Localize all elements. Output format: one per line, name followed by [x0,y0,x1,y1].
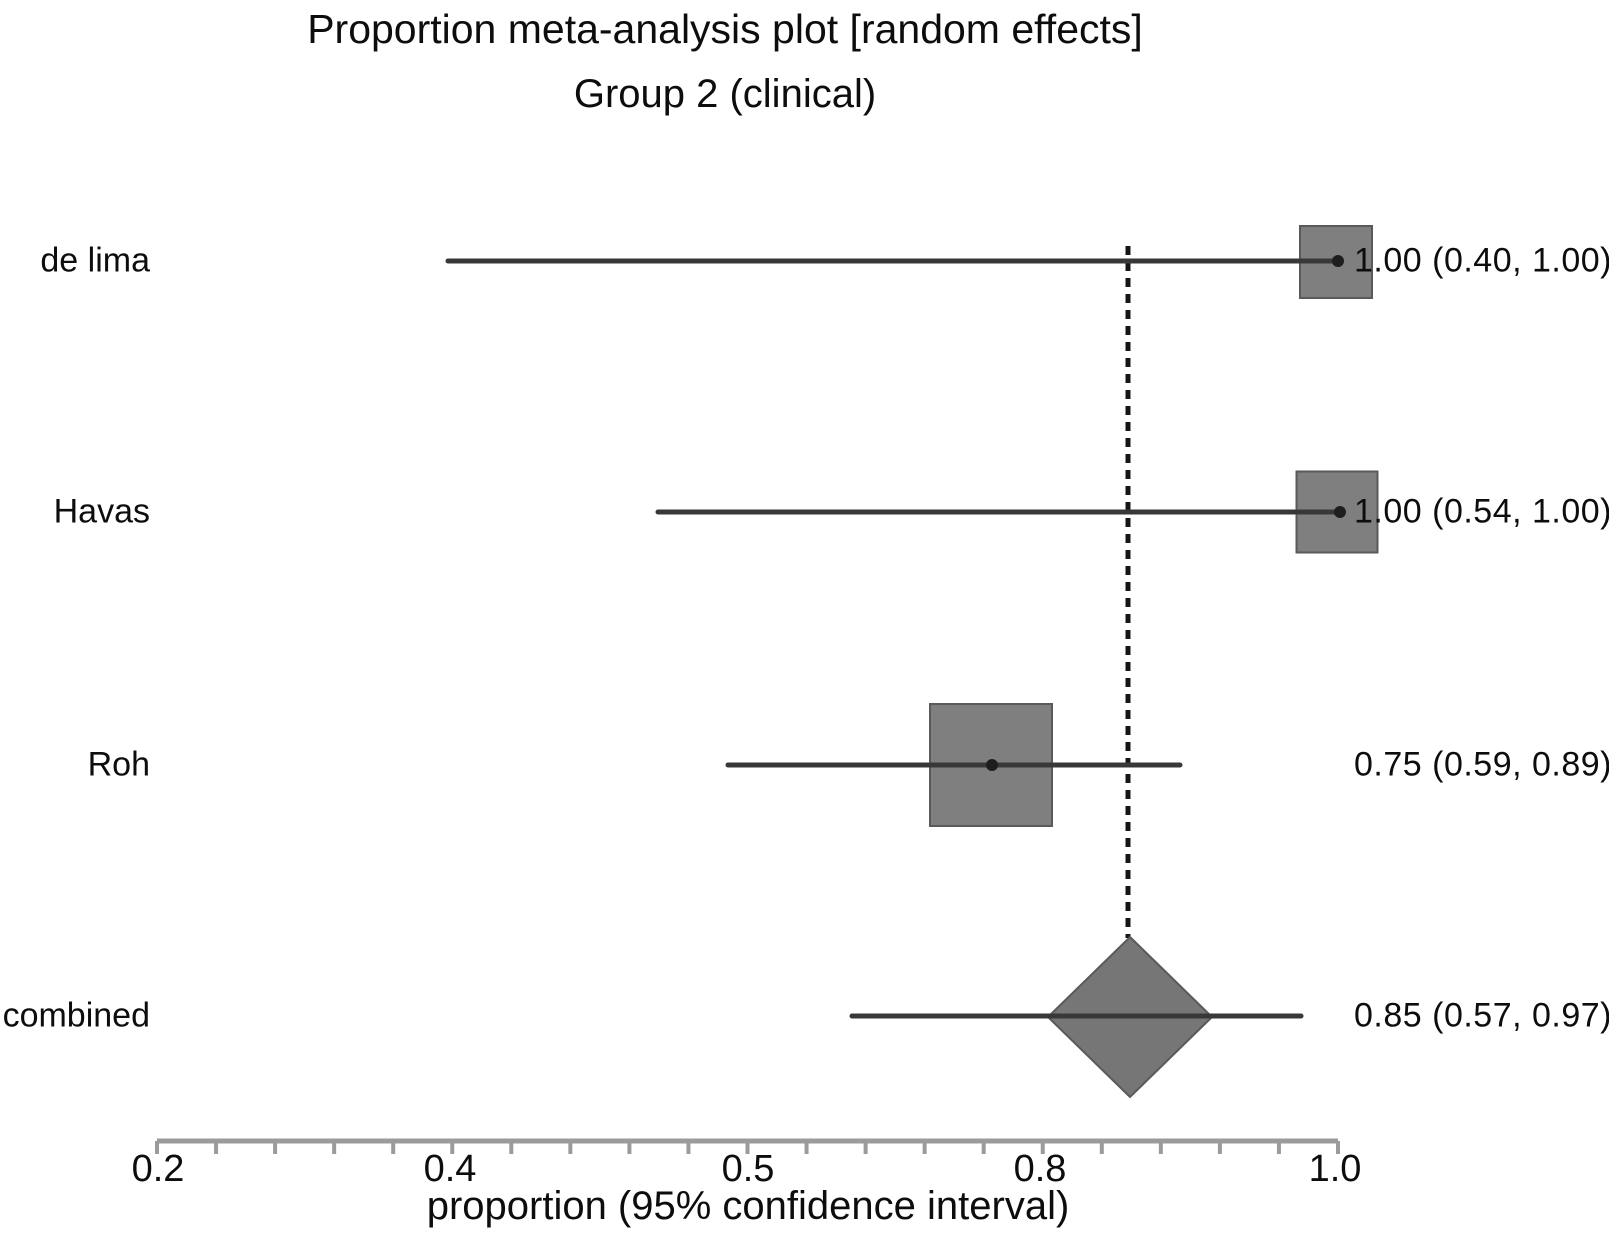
estimate-text-de-lima: 1.00 (0.40, 1.00) [1354,241,1609,280]
study-label-combined: combined [2,996,150,1035]
point-estimate-dot [1334,506,1346,518]
x-tick-label-0.2: 0.2 [131,1148,185,1190]
estimate-text-havas: 1.00 (0.54, 1.00) [1354,492,1609,531]
estimate-text-roh: 0.75 (0.59, 0.89) [1354,745,1609,784]
study-label-roh: Roh [87,745,150,784]
x-tick-label-0.8: 0.8 [1013,1148,1067,1190]
study-label-de-lima: de lima [40,241,150,280]
x-tick-label-0.5: 0.5 [721,1148,775,1190]
x-tick-label-1.0: 1.0 [1308,1148,1362,1190]
chart-title: Proportion meta-analysis plot [random ef… [307,6,1143,52]
point-estimate-dot [1332,255,1344,267]
chart-subtitle: Group 2 (clinical) [573,72,877,116]
estimate-text-combined: 0.85 (0.57, 0.97) [1354,996,1609,1035]
point-estimate-dot [986,759,998,771]
x-tick-label-0.4: 0.4 [423,1148,477,1190]
x-axis-title: proportion (95% confidence interval) [426,1184,1070,1228]
study-label-havas: Havas [53,492,150,531]
